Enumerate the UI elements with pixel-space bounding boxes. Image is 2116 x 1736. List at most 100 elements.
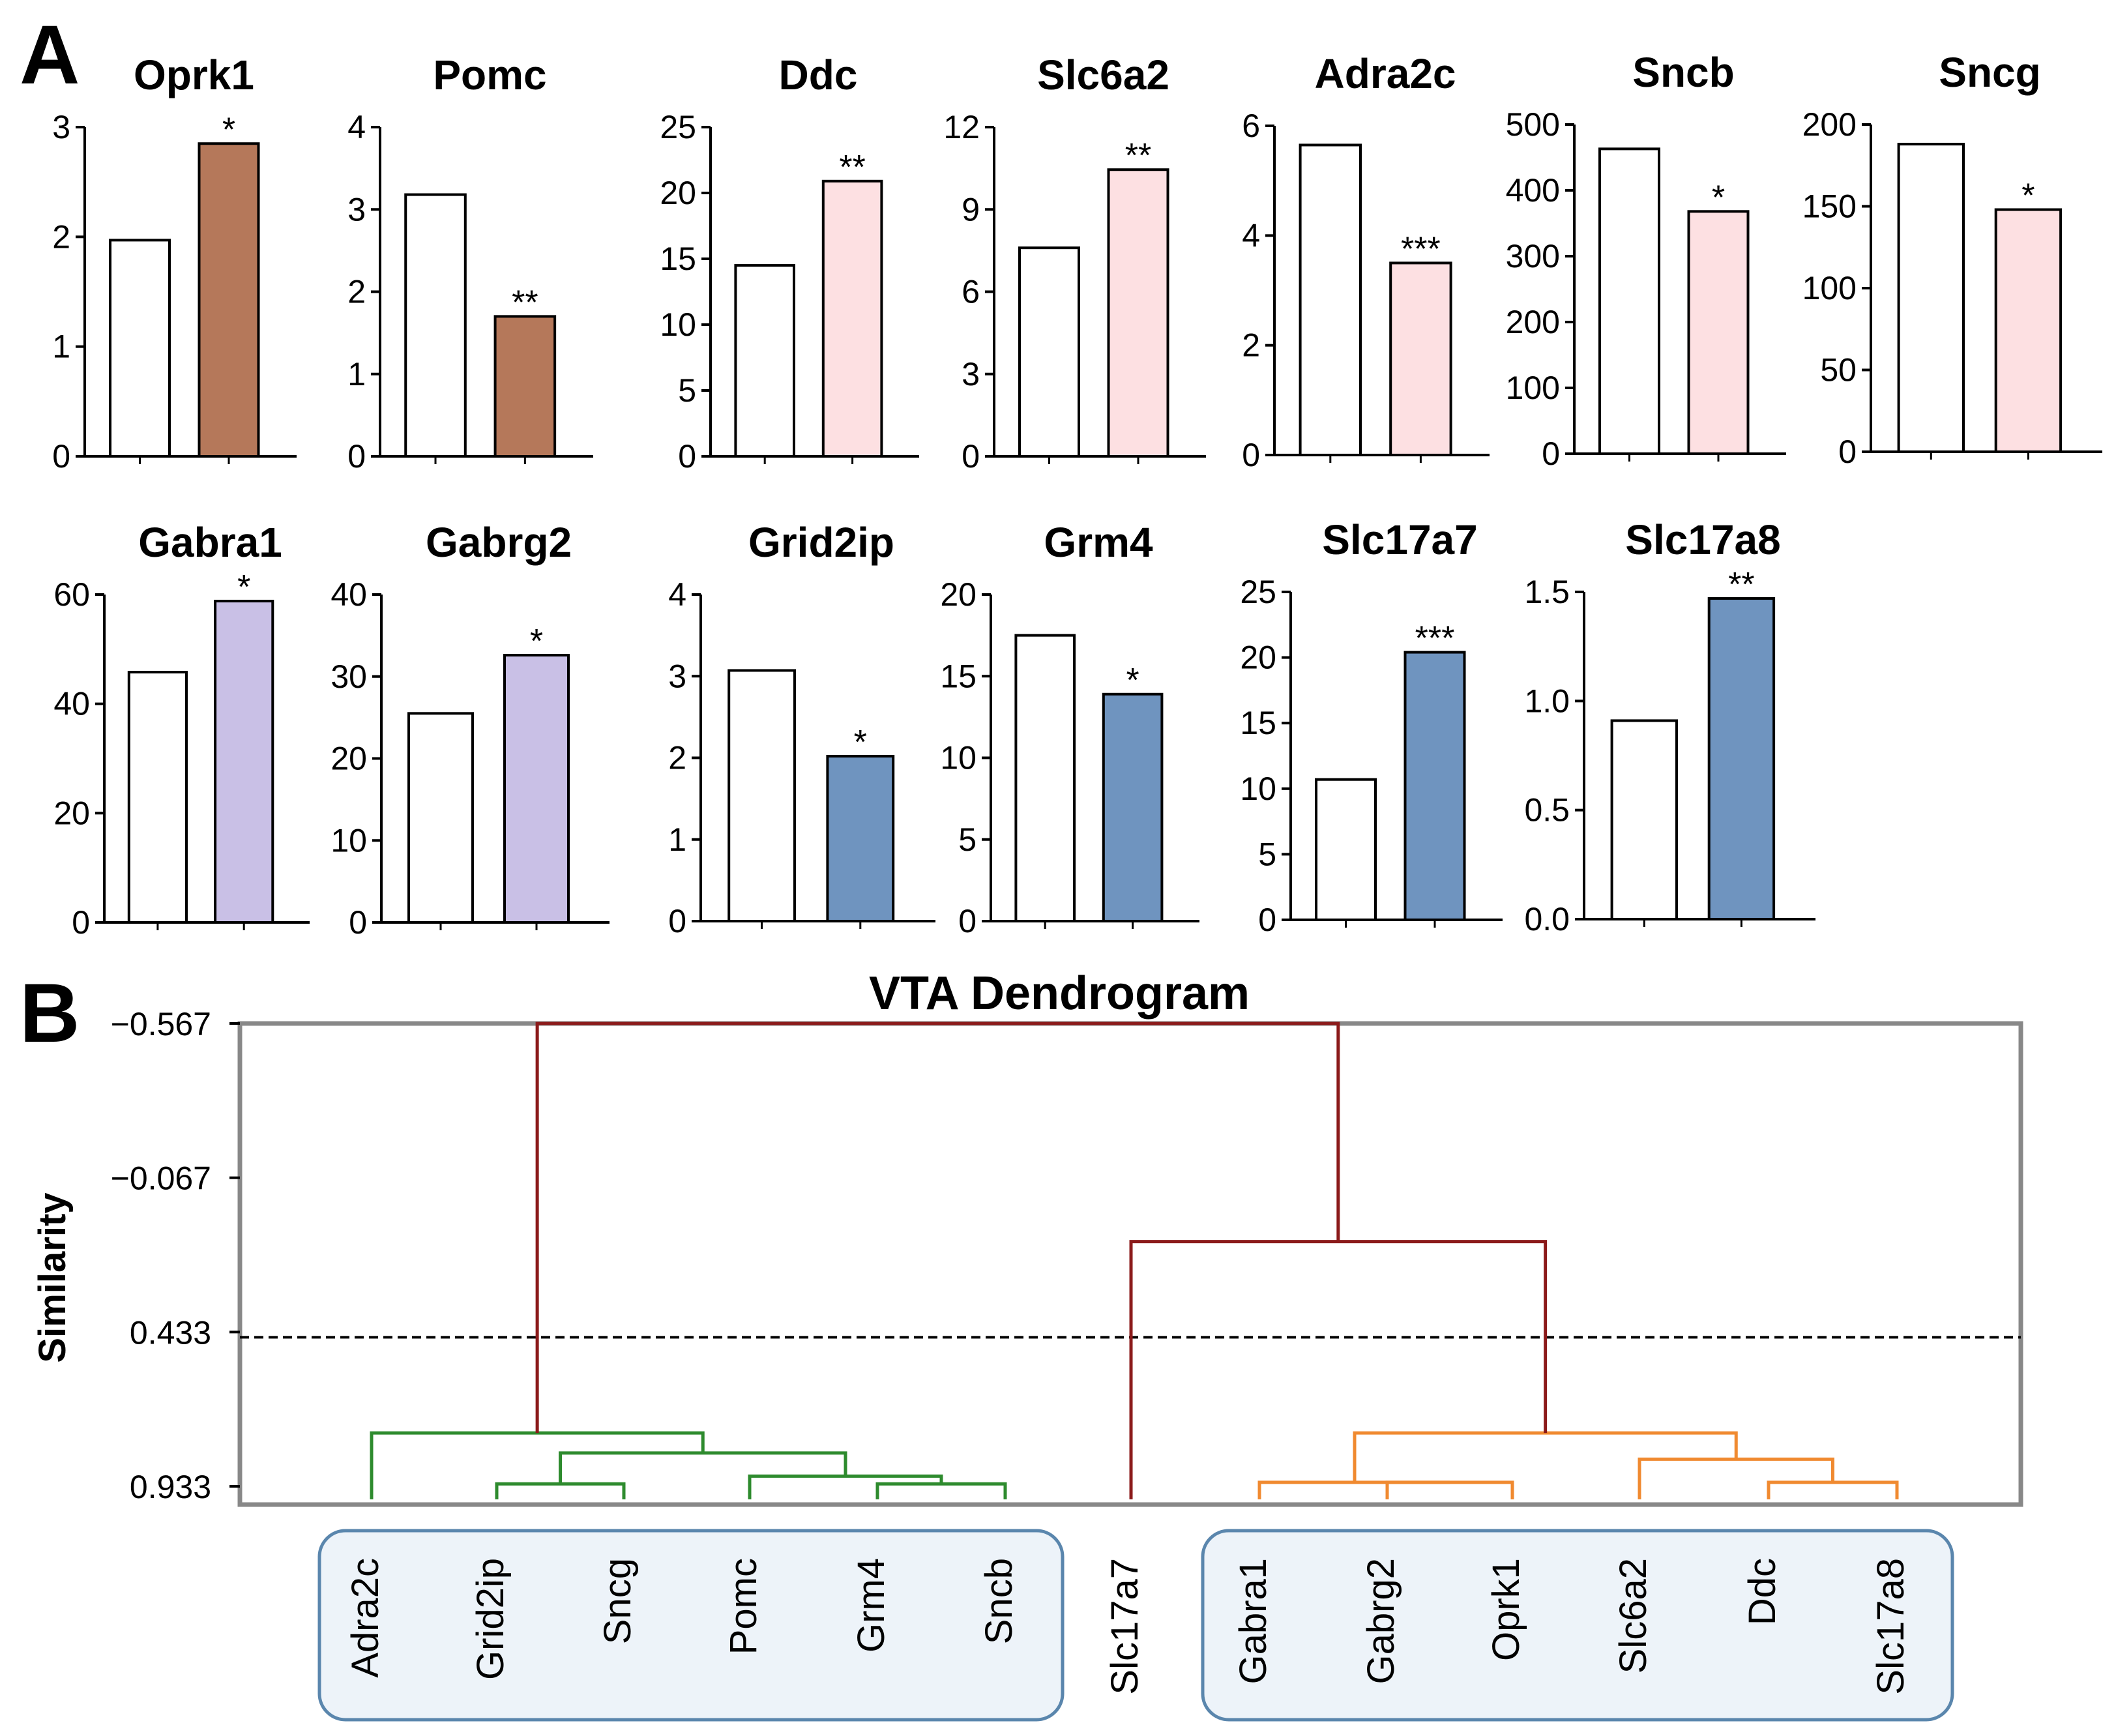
significance-marker: * — [2021, 177, 2035, 215]
y-tick-label: 6 — [1242, 108, 1260, 144]
bar-chart-title: Grm4 — [1044, 519, 1153, 566]
y-tick-label: 20 — [660, 175, 696, 211]
y-tick-label: 2 — [1242, 327, 1260, 364]
significance-marker: * — [854, 724, 867, 761]
dendrogram-y-tick-label: 0.433 — [130, 1314, 211, 1351]
leaf-label-sncg: Sncg — [596, 1558, 639, 1644]
y-tick-label: 10 — [331, 822, 367, 859]
y-tick-label: 20 — [1240, 640, 1276, 676]
leaf-label-grid2ip: Grid2ip — [469, 1558, 512, 1680]
y-tick-label: 20 — [940, 576, 977, 613]
bar-chart-title: Sncb — [1632, 49, 1734, 96]
leaf-label-grm4: Grm4 — [850, 1558, 892, 1653]
y-tick-label: 10 — [1240, 771, 1276, 807]
treated-bar — [826, 754, 895, 922]
y-tick-label: 30 — [331, 658, 367, 695]
y-tick-label: 2 — [347, 274, 366, 310]
bar-chart-grid2ip: Grid2ip 0 1 2 3 4 * — [668, 519, 935, 939]
control-bar — [127, 671, 188, 924]
y-tick-label: 400 — [1506, 172, 1560, 209]
significance-marker: *** — [1415, 620, 1455, 658]
dendrogram-link — [370, 1431, 705, 1499]
y-tick-label: 0 — [72, 904, 90, 941]
y-tick-label: 0.5 — [1524, 792, 1570, 829]
y-tick-label: 0 — [1242, 437, 1260, 473]
leaf-label-slc17a8: Slc17a8 — [1870, 1558, 1912, 1695]
y-tick-label: 0 — [678, 438, 696, 475]
treated-bar — [1687, 210, 1750, 455]
dendrogram-y-label: Similarity — [31, 1192, 74, 1362]
y-tick-label: 100 — [1506, 370, 1560, 406]
y-tick-label: 3 — [668, 658, 686, 694]
dendrogram-y-tick-label: −0.567 — [111, 1006, 211, 1042]
left-group-box — [317, 1529, 1065, 1722]
y-tick-label: 0 — [1542, 435, 1560, 472]
y-tick-label: 3 — [962, 356, 980, 392]
y-tick-label: 5 — [958, 821, 977, 858]
y-tick-label: 200 — [1802, 106, 1857, 143]
leaf-label-gabrg2: Gabrg2 — [1360, 1558, 1402, 1684]
bar-chart-title: Oprk1 — [134, 51, 254, 98]
y-tick-label: 1 — [668, 821, 686, 858]
y-tick-label: 0 — [958, 903, 977, 939]
dendrogram-link — [1767, 1480, 1899, 1499]
control-bar — [734, 264, 796, 458]
y-tick-label: 150 — [1802, 188, 1857, 225]
dendrogram-y-tick-label: −0.067 — [111, 1160, 211, 1197]
y-tick-label: 0 — [347, 438, 366, 475]
control-bar — [404, 193, 467, 458]
dendrogram-link — [875, 1482, 1007, 1499]
control-bar — [1014, 634, 1076, 922]
significance-marker: * — [222, 111, 235, 149]
y-tick-label: 0 — [962, 438, 980, 475]
leaf-label-slc6a2: Slc6a2 — [1612, 1558, 1654, 1673]
leaf-label-gabra1: Gabra1 — [1232, 1558, 1274, 1684]
leaf-label-slc17a7: Slc17a7 — [1104, 1558, 1146, 1695]
leaf-label-ddc: Ddc — [1741, 1558, 1784, 1625]
bar-chart-title: Slc6a2 — [1037, 51, 1169, 98]
y-tick-label: 0.0 — [1524, 901, 1570, 937]
y-tick-label: 60 — [53, 576, 90, 613]
bar-chart-slc17a7: Slc17a7 0 5 10 15 20 25 *** — [1240, 516, 1503, 938]
dendrogram-y-tick-label: 0.933 — [130, 1469, 211, 1505]
bar-chart-adra2c: Adra2c 0 2 4 6 *** — [1242, 50, 1490, 473]
y-tick-label: 15 — [940, 658, 977, 694]
y-tick-label: 9 — [962, 191, 980, 228]
significance-marker: * — [237, 568, 250, 606]
y-tick-label: 0 — [1838, 434, 1857, 470]
significance-marker: *** — [1401, 230, 1441, 268]
y-tick-label: 0 — [1258, 902, 1276, 938]
control-bar — [1610, 719, 1679, 921]
treated-bar — [493, 315, 557, 458]
y-tick-label: 15 — [1240, 705, 1276, 741]
bar-chart-grm4: Grm4 0 5 10 15 20 * — [940, 519, 1199, 939]
y-tick-label: 4 — [347, 109, 366, 145]
y-tick-label: 15 — [660, 241, 696, 277]
y-tick-label: 40 — [53, 686, 90, 722]
bar-chart-title: Grid2ip — [748, 519, 894, 566]
treated-bar — [1102, 692, 1164, 923]
control-bar — [1018, 246, 1080, 458]
y-tick-label: 200 — [1506, 304, 1560, 340]
significance-marker: * — [1126, 662, 1139, 699]
y-tick-label: 12 — [943, 109, 980, 145]
y-tick-label: 500 — [1506, 106, 1560, 143]
bar-chart-title: Adra2c — [1315, 50, 1456, 97]
leaf-label-oprk1: Oprk1 — [1485, 1558, 1527, 1661]
panel-b-label: B — [20, 967, 80, 1060]
right-group-box — [1201, 1529, 1954, 1722]
dendrogram-link — [559, 1451, 847, 1484]
bar-chart-ddc: Ddc 0 5 10 15 20 25 ** — [660, 51, 919, 475]
dendrogram-title: VTA Dendrogram — [869, 967, 1250, 1020]
bar-chart-sncg: Sncg 0 50 100 150 200 * — [1802, 49, 2102, 470]
significance-marker: ** — [839, 149, 865, 186]
bar-chart-title: Ddc — [779, 51, 858, 98]
y-tick-label: 5 — [1258, 836, 1276, 872]
significance-marker: ** — [1125, 137, 1151, 175]
control-bar — [407, 712, 474, 924]
control-bar — [1897, 143, 1965, 453]
y-tick-label: 25 — [1240, 574, 1276, 610]
y-tick-label: 25 — [660, 109, 696, 145]
bar-chart-title: Gabrg2 — [426, 519, 572, 566]
